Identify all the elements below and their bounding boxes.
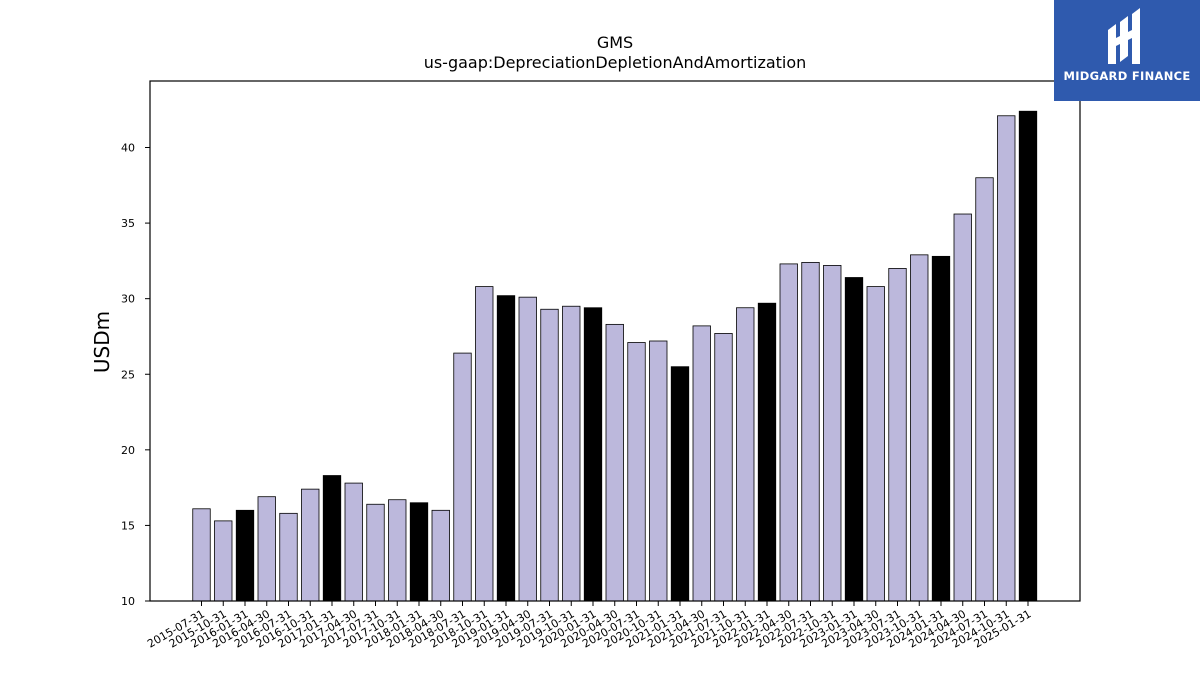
bar-2021-01-31 bbox=[670, 366, 690, 602]
y-tick-label: 10 bbox=[121, 595, 135, 608]
bar-2019-01-31 bbox=[496, 295, 516, 602]
bar-2022-10-31 bbox=[823, 265, 842, 602]
x-axis: 2015-07-312015-10-312016-01-312016-04-30… bbox=[145, 601, 1034, 651]
bar-2019-07-31 bbox=[540, 308, 559, 602]
bar-2018-10-31 bbox=[475, 286, 494, 602]
bar-2024-01-31 bbox=[931, 255, 951, 602]
bar-2020-04-30 bbox=[605, 323, 624, 602]
bar-2018-01-31 bbox=[409, 502, 429, 602]
y-axis-label: USDm bbox=[90, 311, 114, 373]
bar-2023-07-31 bbox=[888, 268, 907, 602]
chart-subtitle: us-gaap:DepreciationDepletionAndAmortiza… bbox=[424, 53, 807, 72]
logo-mark-icon bbox=[1108, 8, 1140, 64]
bar-2024-04-30 bbox=[953, 213, 972, 602]
bar-2018-04-30 bbox=[431, 509, 450, 602]
bar-2015-07-31 bbox=[192, 508, 211, 602]
bar-2019-04-30 bbox=[518, 296, 537, 602]
bar-2021-07-31 bbox=[714, 333, 733, 602]
bar-2020-10-31 bbox=[649, 340, 668, 602]
bar-2025-01-31 bbox=[1018, 110, 1038, 602]
bar-2019-10-31 bbox=[562, 305, 581, 602]
bar-2020-07-31 bbox=[627, 342, 646, 602]
y-tick-label: 25 bbox=[121, 368, 135, 381]
y-tick-label: 20 bbox=[121, 444, 135, 457]
y-axis: 10 15 20 25 30 35 40 bbox=[121, 142, 150, 608]
bar-2023-01-31 bbox=[844, 277, 864, 602]
bar-2016-01-31 bbox=[235, 509, 255, 602]
bar-2015-10-31 bbox=[214, 520, 233, 602]
bar-2023-10-31 bbox=[910, 254, 929, 602]
bar-2021-10-31 bbox=[736, 307, 755, 602]
bar-2020-01-31 bbox=[583, 307, 603, 602]
bar-2023-04-30 bbox=[866, 286, 885, 602]
bar-2022-07-31 bbox=[801, 261, 820, 602]
bar-2017-07-31 bbox=[366, 503, 385, 602]
y-tick-label: 40 bbox=[121, 142, 135, 155]
plot-frame bbox=[149, 80, 1081, 602]
midgard-finance-logo: MIDGARD FINANCE bbox=[1054, 0, 1200, 101]
bar-2018-07-31 bbox=[453, 352, 472, 602]
logo-text: MIDGARD FINANCE bbox=[1063, 69, 1191, 83]
bar-2024-07-31 bbox=[975, 177, 994, 602]
bar-2016-10-31 bbox=[301, 488, 320, 602]
bar-2022-01-31 bbox=[757, 302, 777, 602]
bar-2017-04-30 bbox=[344, 482, 363, 602]
bar-2024-10-31 bbox=[997, 115, 1016, 602]
bar-2017-01-31 bbox=[322, 475, 342, 602]
bar-2016-04-30 bbox=[257, 496, 276, 602]
bar-2022-04-30 bbox=[779, 263, 798, 602]
y-tick-label: 15 bbox=[121, 519, 135, 532]
chart-title: GMS bbox=[597, 33, 633, 52]
y-tick-label: 35 bbox=[121, 217, 135, 230]
bars-group bbox=[192, 110, 1038, 602]
bar-2016-07-31 bbox=[279, 512, 298, 602]
bar-2017-10-31 bbox=[388, 499, 407, 602]
y-tick-label: 30 bbox=[121, 293, 135, 306]
bar-2021-04-30 bbox=[692, 325, 711, 602]
